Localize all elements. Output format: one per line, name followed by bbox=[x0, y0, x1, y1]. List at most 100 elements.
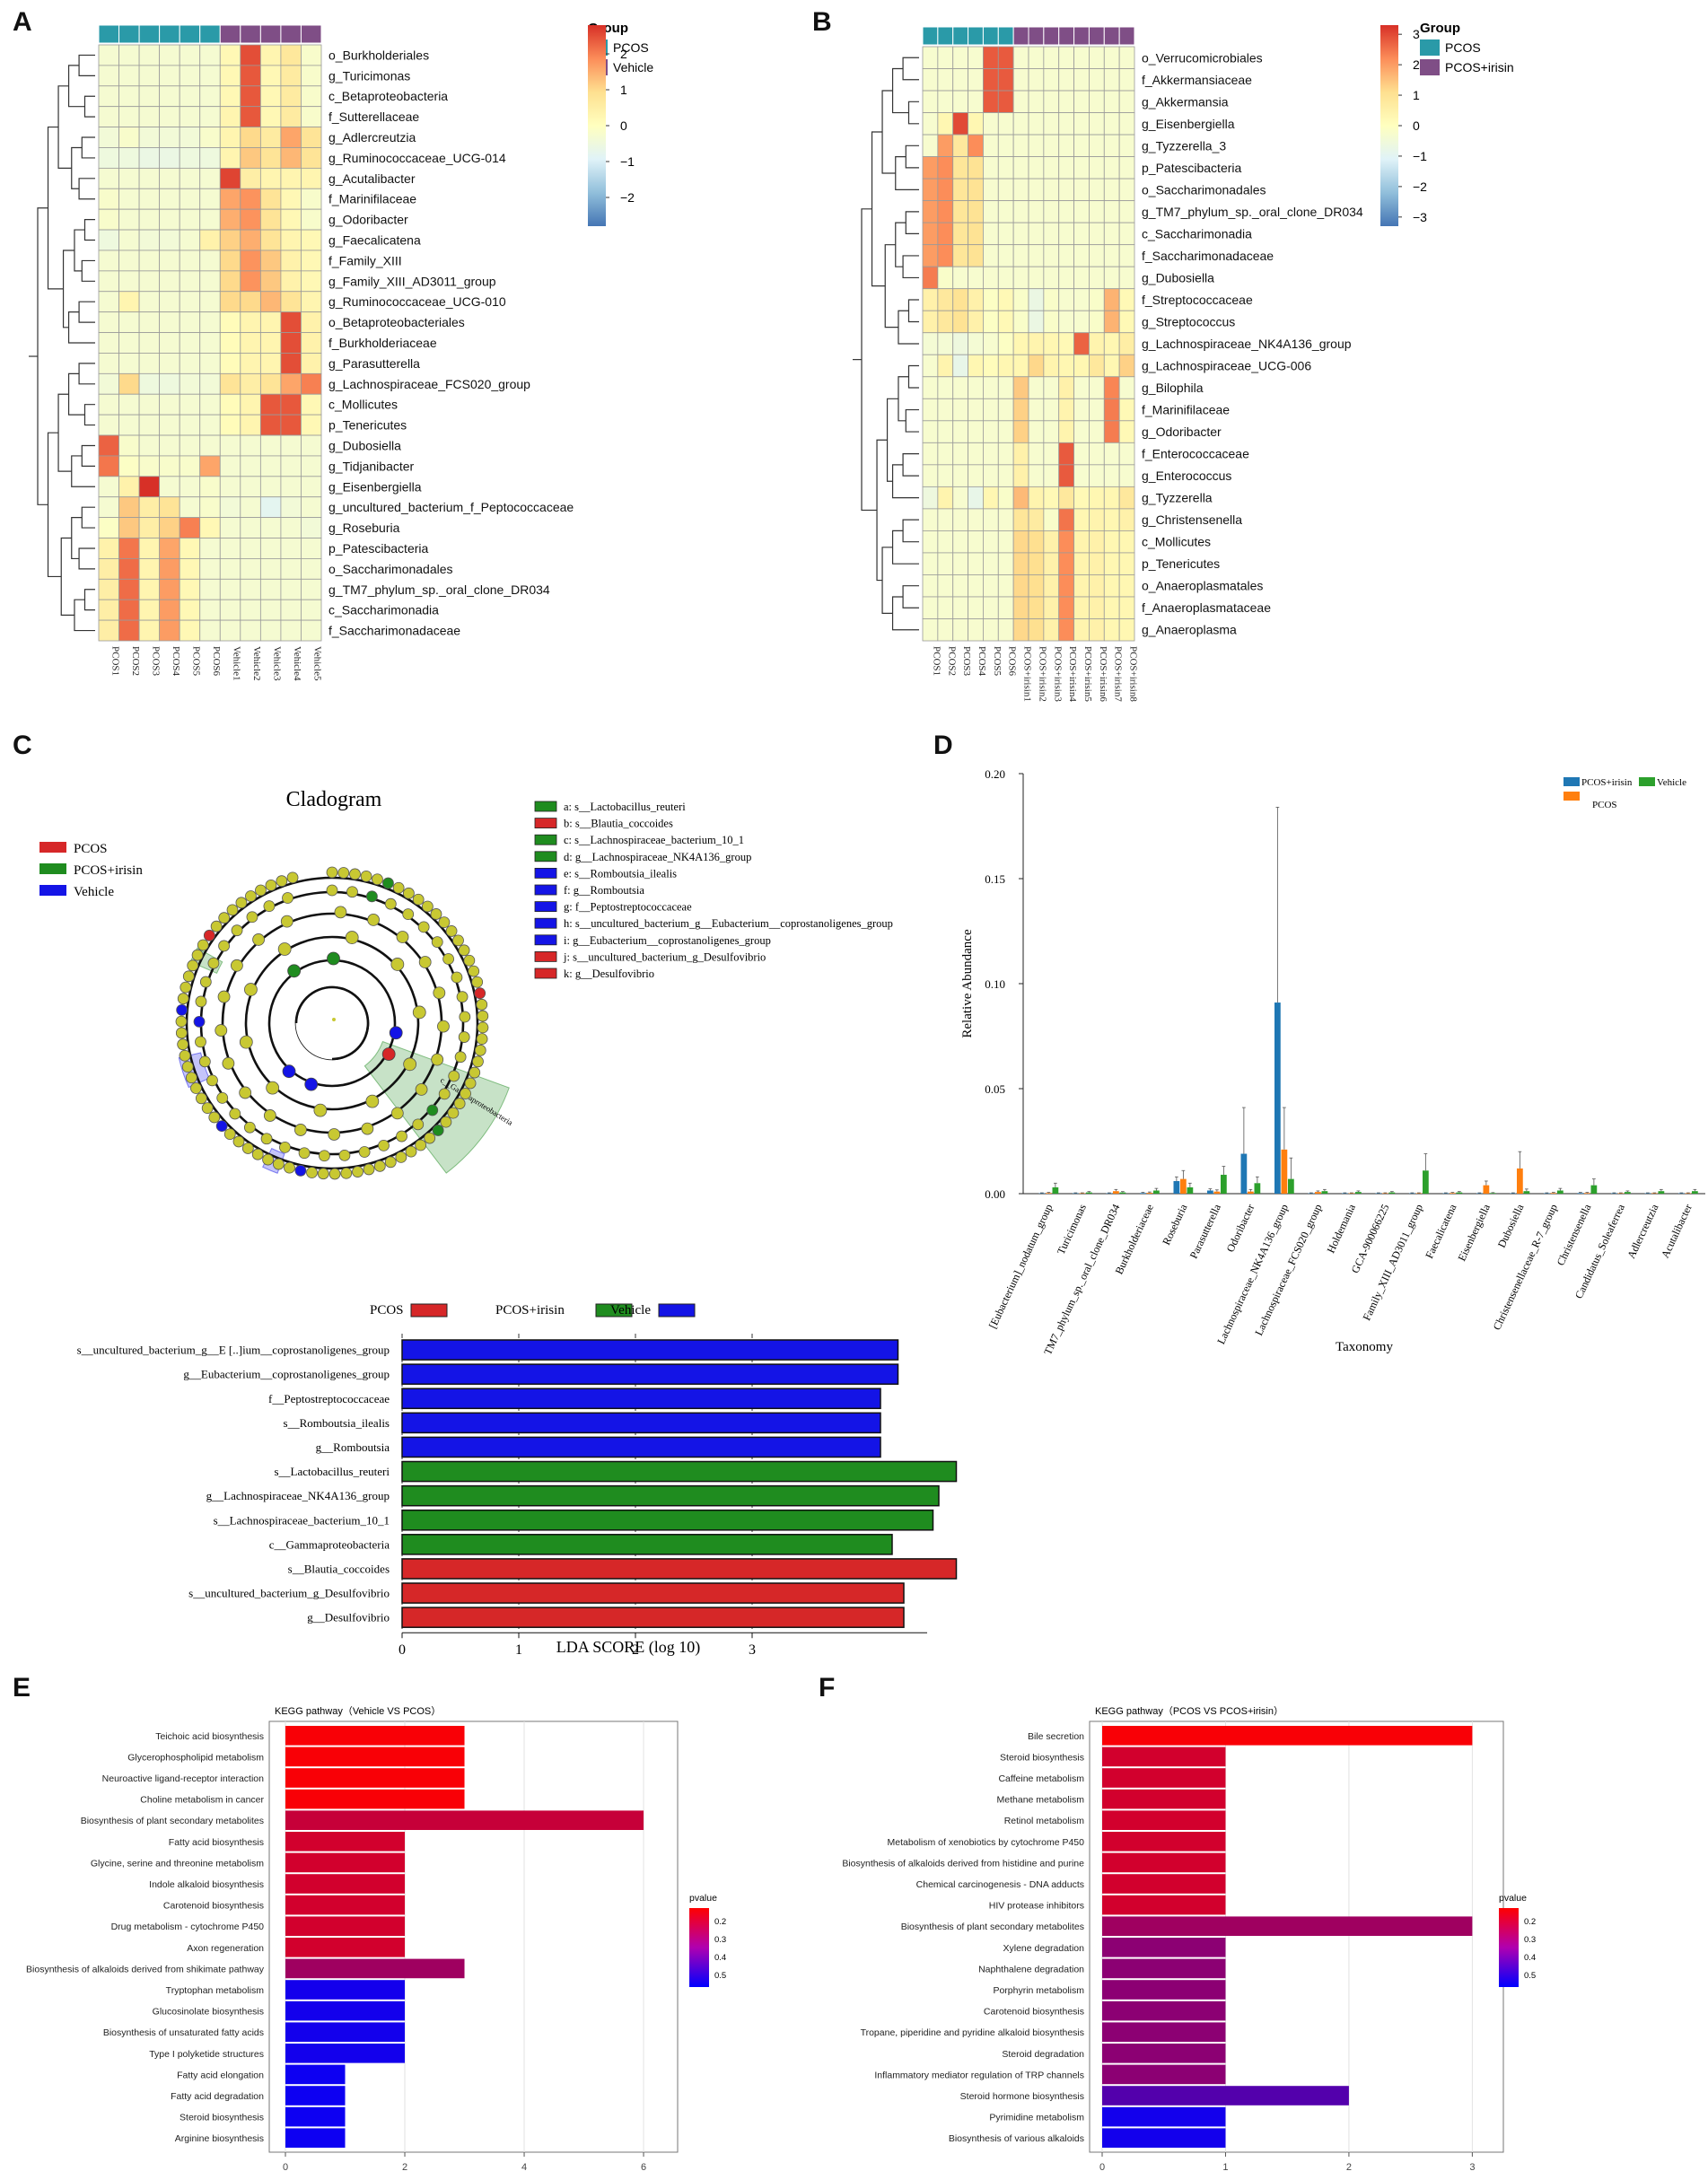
cladogram-node bbox=[464, 1077, 477, 1090]
kegg-bar bbox=[1102, 2128, 1226, 2148]
heatmap-cell bbox=[983, 244, 999, 267]
heatmap-cell bbox=[937, 618, 954, 642]
cladogram-node bbox=[453, 1098, 466, 1109]
heatmap-cell bbox=[983, 618, 999, 642]
bar bbox=[1119, 1192, 1126, 1194]
heatmap-cell bbox=[301, 332, 322, 354]
bar bbox=[1590, 1185, 1598, 1194]
x-tick-label: TM7_phylum_sp._oral_clone_DR034 bbox=[1041, 1202, 1122, 1356]
heatmap-cell bbox=[922, 530, 939, 554]
kegg-bar bbox=[1102, 1768, 1226, 1788]
heatmap-cell bbox=[199, 250, 221, 272]
heatmap-cell bbox=[280, 208, 302, 231]
x-tick-label: 0 bbox=[399, 1642, 406, 1658]
heatmap-cell bbox=[138, 44, 161, 66]
heatmap-cell bbox=[1012, 288, 1029, 311]
heatmap-cell bbox=[1058, 46, 1074, 69]
x-tick-label: Parasutterella bbox=[1187, 1202, 1224, 1261]
cladogram-node bbox=[195, 1092, 207, 1105]
heatmap-cell bbox=[1073, 112, 1090, 136]
legend-swatch bbox=[1420, 59, 1440, 75]
lda-bar-label: s__Romboutsia_ilealis bbox=[284, 1416, 390, 1430]
colorbar-tick-label: −2 bbox=[620, 190, 635, 205]
heatmap-cell bbox=[1118, 464, 1135, 487]
cladogram-node bbox=[231, 924, 243, 937]
heatmap-cell bbox=[98, 434, 119, 457]
cladogram-node bbox=[366, 890, 378, 903]
row-label: o_Saccharimonadales bbox=[328, 562, 453, 576]
heatmap-cell bbox=[98, 476, 119, 498]
heatmap-cell bbox=[1118, 596, 1135, 619]
heatmap-cell bbox=[159, 291, 180, 313]
heatmap-cell bbox=[280, 496, 302, 519]
heatmap-cell bbox=[1058, 508, 1074, 531]
x-tick-label: Christensenella bbox=[1555, 1202, 1594, 1268]
heatmap-cell bbox=[118, 250, 140, 272]
legend-swatch bbox=[39, 863, 66, 874]
heatmap-cell bbox=[1028, 552, 1045, 575]
dendrogram-link bbox=[902, 57, 919, 81]
heatmap-cell bbox=[259, 208, 282, 231]
cladogram-node bbox=[384, 1156, 397, 1169]
kegg-bar-label: Indole alkaloid biosynthesis bbox=[149, 1879, 264, 1890]
heatmap-cell bbox=[1103, 486, 1120, 510]
kegg-bar bbox=[1102, 1874, 1226, 1894]
heatmap-cell bbox=[179, 619, 201, 642]
heatmap-cell bbox=[1012, 68, 1029, 92]
heatmap-cell bbox=[1058, 420, 1074, 443]
heatmap-cell bbox=[997, 288, 1014, 311]
heatmap-cell bbox=[1073, 442, 1090, 466]
heatmap-cell bbox=[138, 208, 161, 231]
cladogram-node bbox=[190, 1082, 202, 1094]
heatmap-cell bbox=[98, 270, 119, 293]
heatmap-cell bbox=[240, 599, 261, 621]
cladogram-node bbox=[175, 1015, 188, 1028]
heatmap-cell bbox=[1043, 420, 1060, 443]
kegg-bar-label: Metabolism of xenobiotics by cytochrome … bbox=[888, 1837, 1085, 1848]
heatmap-cell bbox=[1058, 332, 1074, 355]
panel-letter-e: E bbox=[13, 1673, 31, 1703]
heatmap-cell bbox=[219, 455, 241, 477]
dendrogram-link bbox=[83, 219, 95, 241]
cladogram-title: Cladogram bbox=[286, 788, 382, 811]
kegg-bar bbox=[285, 1852, 406, 1873]
heatmap-cell bbox=[159, 558, 180, 580]
x-axis-label: Taxonomy bbox=[1336, 1340, 1393, 1354]
group-strip-cell bbox=[952, 26, 969, 46]
heatmap-cell bbox=[1089, 222, 1105, 246]
cladogram-node bbox=[185, 1072, 197, 1084]
heatmap-cell bbox=[937, 596, 954, 619]
heatmap-cell bbox=[259, 44, 282, 66]
row-label: g_Lachnospiraceae_NK4A136_group bbox=[1142, 337, 1352, 351]
heatmap-cell bbox=[1012, 156, 1029, 179]
heatmap-cell bbox=[952, 354, 968, 378]
heatmap-cell bbox=[922, 68, 939, 92]
colorbar-tick-label: 3 bbox=[1413, 27, 1420, 41]
kegg-bar-label: Glycerophospholipid metabolism bbox=[127, 1752, 264, 1763]
legend-label: PCOS+irisin bbox=[74, 863, 143, 878]
heatmap-cell bbox=[280, 455, 302, 477]
heatmap-cell bbox=[997, 310, 1014, 334]
colorbar-tick-label: −1 bbox=[1413, 149, 1427, 163]
y-tick-label: 0.20 bbox=[985, 767, 1005, 781]
heatmap-cell bbox=[1089, 90, 1105, 113]
heatmap-cell bbox=[1089, 310, 1105, 334]
heatmap-cell bbox=[1089, 354, 1105, 378]
heatmap-cell bbox=[138, 291, 161, 313]
heatmap-cell bbox=[301, 229, 322, 251]
heatmap-cell bbox=[219, 127, 241, 148]
kegg-bar-label: Biosynthesis of alkaloids derived from s… bbox=[26, 1964, 265, 1974]
heatmap-cell bbox=[118, 167, 140, 189]
heatmap-cell bbox=[1073, 288, 1090, 311]
heatmap-cell bbox=[179, 188, 201, 210]
heatmap-cell bbox=[968, 530, 984, 554]
bar bbox=[1321, 1191, 1328, 1194]
heatmap-cell bbox=[1073, 486, 1090, 510]
lda-bar-label: g__Lachnospiraceae_NK4A136_group bbox=[206, 1489, 390, 1502]
heatmap-cell bbox=[1043, 574, 1060, 598]
heatmap-cell bbox=[159, 476, 180, 498]
dendrogram-link bbox=[902, 519, 919, 543]
heatmap-cell bbox=[1073, 46, 1090, 69]
x-tick-label: Christensenellaceae_R-7_group bbox=[1491, 1202, 1560, 1332]
heatmap-cell bbox=[280, 517, 302, 538]
